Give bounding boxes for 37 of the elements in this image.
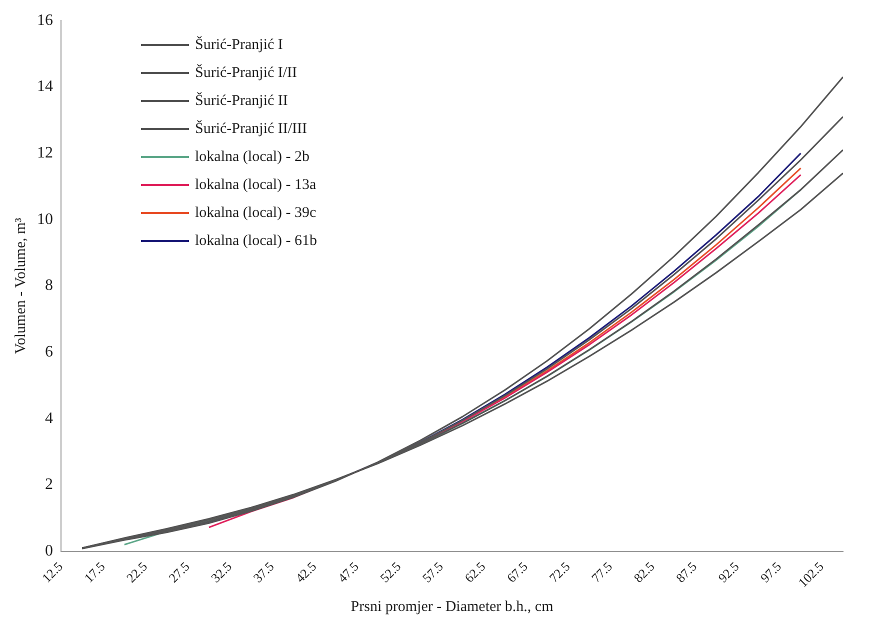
x-tick-label: 47.5 xyxy=(334,558,362,586)
y-tick-label: 10 xyxy=(37,210,53,228)
legend-label: Šurić-Pranjić I/II xyxy=(195,63,298,83)
x-tick-label: 77.5 xyxy=(588,558,616,586)
x-tick-label: 52.5 xyxy=(377,558,404,586)
y-tick-label: 0 xyxy=(45,542,53,560)
x-tick-label: 57.5 xyxy=(419,558,446,586)
legend-label: lokalna (local) - 39c xyxy=(195,204,316,223)
legend-label: Šurić-Pranjić II xyxy=(195,91,288,111)
y-tick-label: 2 xyxy=(45,476,53,494)
y-axis-title: Volumen - Volume, m³ xyxy=(12,217,29,354)
x-tick-label: 17.5 xyxy=(81,558,108,586)
x-tick-label: 72.5 xyxy=(546,558,573,586)
x-tick-label: 67.5 xyxy=(504,558,531,586)
y-tick-label: 8 xyxy=(45,277,53,294)
x-axis-title: Prsni promjer - Diameter b.h., cm xyxy=(350,598,554,615)
x-tick-label: 22.5 xyxy=(123,558,150,586)
x-tick-label: 32.5 xyxy=(208,558,235,586)
y-tick-label: 6 xyxy=(45,343,53,360)
y-tick-label: 16 xyxy=(37,12,53,29)
legend-label: lokalna (local) - 13a xyxy=(195,176,316,195)
x-tick-label: 42.5 xyxy=(292,558,320,586)
legend-label: lokalna (local) - 61b xyxy=(195,232,318,251)
legend-label: Šurić-Pranjić II/III xyxy=(195,119,308,139)
y-tick-label: 12 xyxy=(37,144,53,162)
x-tick-label: 62.5 xyxy=(462,558,488,586)
x-tick-label: 37.5 xyxy=(250,558,277,586)
x-tick-label: 92.5 xyxy=(715,558,742,586)
y-tick-label: 14 xyxy=(37,78,53,96)
legend-label: Šurić-Pranjić I xyxy=(195,35,283,55)
legend-label: lokalna (local) - 2b xyxy=(195,148,310,167)
x-tick-label: 27.5 xyxy=(166,558,192,586)
x-tick-label: 82.5 xyxy=(630,558,658,586)
y-tick-label: 4 xyxy=(45,410,53,427)
x-tick-label: 12.5 xyxy=(38,558,66,586)
x-tick-label: 97.5 xyxy=(757,558,784,586)
x-tick-label: 87.5 xyxy=(672,558,700,586)
